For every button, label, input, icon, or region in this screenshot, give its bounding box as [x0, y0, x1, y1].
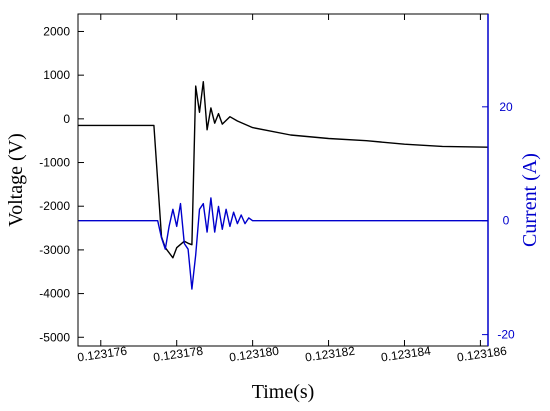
right-y-tick-label: 20 [499, 100, 513, 114]
voltage-series-line [78, 80, 489, 259]
x-axis: 0.123176 0.123178 0.123180 0.123182 0.123184… [76, 14, 508, 365]
left-y-axis: 2000 1000 0 -1000 -2000 -3000 -4000 -5000 [39, 24, 84, 344]
left-y-axis-title: Voltage (V) [5, 133, 27, 227]
right-y-tick-label: -20 [497, 328, 515, 342]
left-y-tick-label: 0 [63, 112, 70, 126]
x-axis-title: Time(s) [252, 381, 315, 403]
x-tick-label: 0.123176 [76, 344, 128, 365]
left-y-tick-label: -5000 [39, 330, 70, 344]
right-y-axis: 20 0 -20 [482, 100, 515, 342]
current-series-line [78, 197, 488, 290]
x-tick-label: 0.123180 [228, 344, 280, 365]
left-y-tick-label: 1000 [43, 68, 70, 82]
left-y-tick-label: -2000 [39, 199, 70, 213]
left-y-tick-label: -1000 [39, 156, 70, 170]
x-tick-label: 0.123184 [380, 344, 432, 365]
left-y-tick-label: -4000 [39, 287, 70, 301]
plot-frame [77, 13, 489, 347]
x-tick-label: 0.123178 [152, 344, 204, 365]
x-tick-label: 0.123186 [456, 344, 508, 365]
right-y-axis-title: Current (A) [519, 153, 541, 247]
plot-lines [78, 80, 489, 290]
x-tick-label: 0.123182 [304, 344, 356, 365]
left-y-tick-label: -3000 [39, 243, 70, 257]
right-y-tick-label: 0 [503, 214, 510, 228]
left-y-tick-label: 2000 [43, 24, 70, 38]
